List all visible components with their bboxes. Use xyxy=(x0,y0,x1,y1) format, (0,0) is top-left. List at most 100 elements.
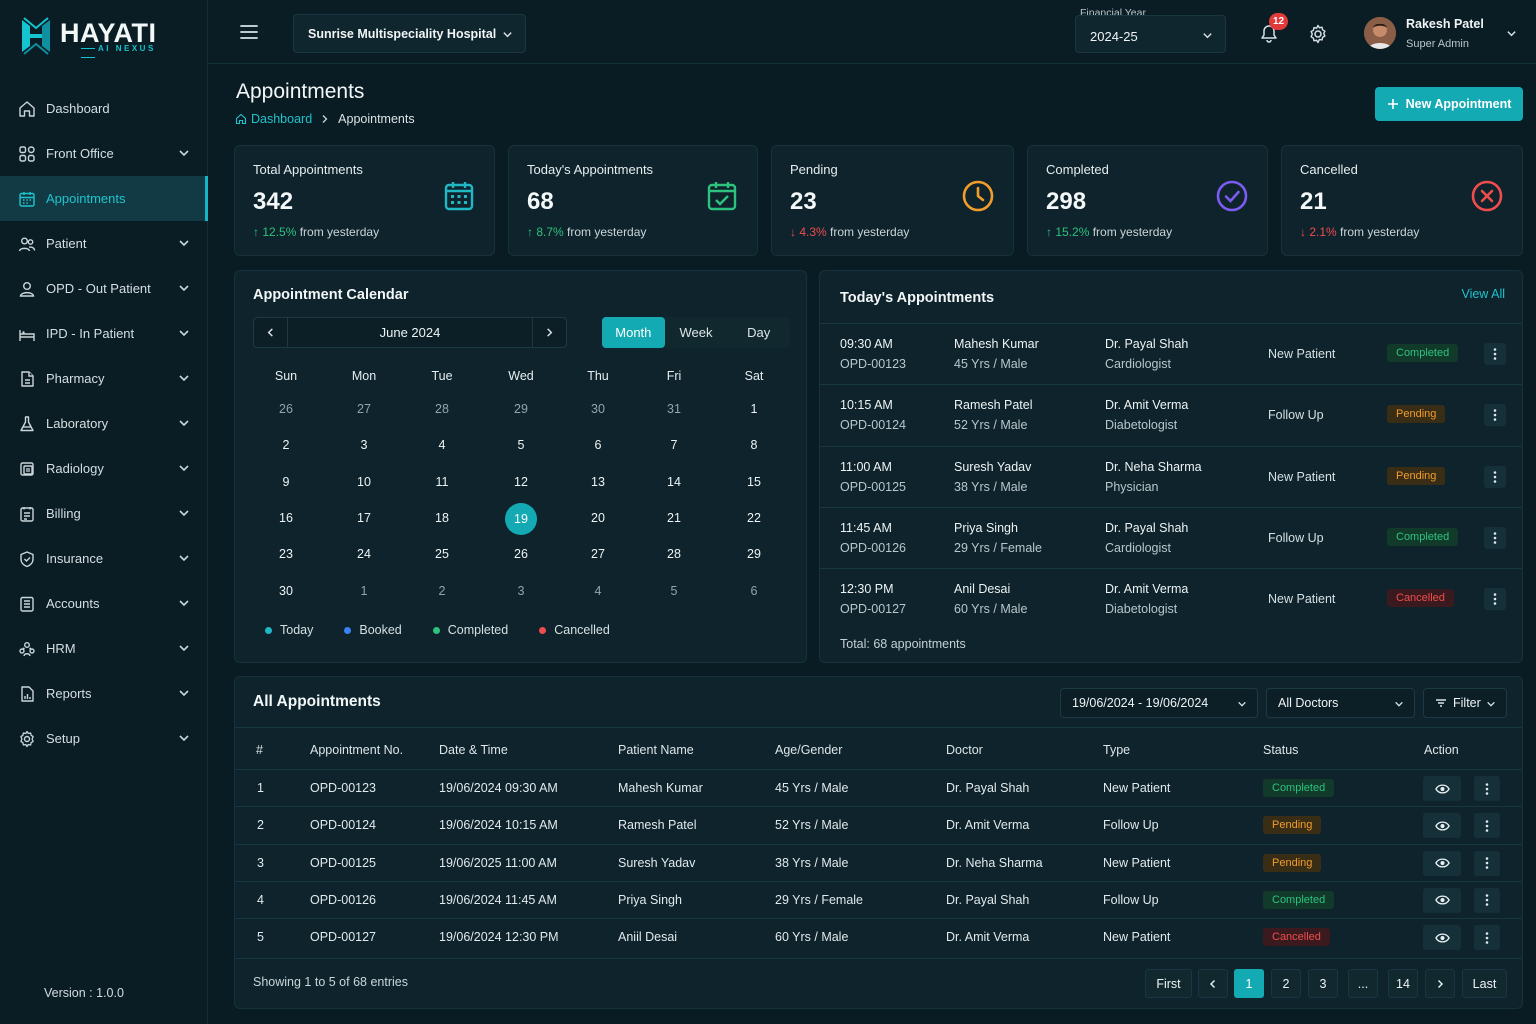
calendar-day[interactable]: 28 xyxy=(412,402,472,416)
more-options-icon[interactable] xyxy=(1484,343,1506,365)
view-eye-icon[interactable] xyxy=(1423,887,1461,913)
calendar-day[interactable]: 17 xyxy=(334,511,394,525)
today-appointment-row[interactable]: 12:30 PM OPD-00127 Anil Desai 60 Yrs / Male… xyxy=(820,568,1522,629)
calendar-day[interactable]: 27 xyxy=(568,547,628,561)
calendar-day[interactable]: 20 xyxy=(568,511,628,525)
pager-page-2[interactable]: 2 xyxy=(1271,969,1301,998)
calendar-day[interactable]: 3 xyxy=(491,584,551,598)
calendar-day[interactable]: 2 xyxy=(412,584,472,598)
calendar-day[interactable]: 30 xyxy=(256,584,316,598)
breadcrumb-home-link[interactable]: Dashboard xyxy=(251,112,313,126)
calendar-day[interactable]: 1 xyxy=(334,584,394,598)
calendar-day[interactable]: 25 xyxy=(412,547,472,561)
view-month-button[interactable]: Month xyxy=(602,317,665,348)
pager-prev-button[interactable] xyxy=(1198,969,1228,998)
calendar-day[interactable]: 12 xyxy=(491,475,551,489)
today-appointment-row[interactable]: 11:00 AM OPD-00125 Suresh Yadav 38 Yrs / Ma… xyxy=(820,445,1522,507)
calendar-day[interactable]: 3 xyxy=(334,438,394,452)
calendar-next-button[interactable] xyxy=(532,318,566,347)
today-appointment-row[interactable]: 10:15 AM OPD-00124 Ramesh Patel 52 Yrs / Ma… xyxy=(820,384,1522,445)
calendar-day[interactable]: 13 xyxy=(568,475,628,489)
sidebar-item-insurance[interactable]: Insurance xyxy=(0,536,208,581)
calendar-day[interactable]: 6 xyxy=(568,438,628,452)
pager-page-1[interactable]: 1 xyxy=(1234,969,1264,998)
sidebar-item-billing[interactable]: Billing xyxy=(0,491,208,536)
calendar-day[interactable]: 4 xyxy=(412,438,472,452)
view-all-link[interactable]: View All xyxy=(1461,287,1505,301)
sidebar-item-laboratory[interactable]: Laboratory xyxy=(0,401,208,446)
calendar-day[interactable]: 21 xyxy=(644,511,704,525)
more-options-icon[interactable] xyxy=(1484,465,1506,488)
sidebar-item-patient[interactable]: Patient xyxy=(0,221,208,266)
calendar-day[interactable]: 30 xyxy=(568,402,628,416)
calendar-day[interactable]: 6 xyxy=(724,584,784,598)
filter-button[interactable]: Filter xyxy=(1423,688,1507,718)
pager-ellipsis[interactable]: ... xyxy=(1348,969,1378,998)
view-eye-icon[interactable] xyxy=(1423,850,1461,876)
sidebar-item-hrm[interactable]: HRM xyxy=(0,626,208,671)
sidebar-item-dashboard[interactable]: Dashboard xyxy=(0,86,208,131)
view-week-button[interactable]: Week xyxy=(679,325,713,340)
table-row[interactable]: 2 OPD-00124 19/06/2024 10:15 AM Ramesh Pate… xyxy=(235,806,1522,843)
calendar-day[interactable]: 2 xyxy=(256,438,316,452)
sidebar-item-appointments[interactable]: Appointments xyxy=(0,176,208,221)
calendar-day[interactable]: 5 xyxy=(491,438,551,452)
calendar-day[interactable]: 22 xyxy=(724,511,784,525)
pager-next-button[interactable] xyxy=(1425,969,1455,998)
menu-toggle-icon[interactable] xyxy=(240,24,258,40)
calendar-day[interactable]: 10 xyxy=(334,475,394,489)
more-options-icon[interactable] xyxy=(1484,526,1506,549)
calendar-day[interactable]: 4 xyxy=(568,584,628,598)
user-menu-chevron-icon[interactable] xyxy=(1506,28,1517,39)
calendar-day[interactable]: 24 xyxy=(334,547,394,561)
new-appointment-button[interactable]: New Appointment xyxy=(1375,87,1523,121)
calendar-day[interactable]: 15 xyxy=(724,475,784,489)
calendar-day[interactable]: 9 xyxy=(256,475,316,489)
brand-logo[interactable]: HAYATI AI NEXUS xyxy=(18,16,168,58)
calendar-prev-button[interactable] xyxy=(254,318,288,347)
pager-last-button[interactable]: Last xyxy=(1462,969,1507,998)
view-eye-icon[interactable] xyxy=(1423,925,1461,951)
sidebar-item-pharmacy[interactable]: Pharmacy xyxy=(0,356,208,401)
more-options-icon[interactable] xyxy=(1474,925,1500,951)
sidebar-item-radiology[interactable]: Radiology xyxy=(0,446,208,491)
today-appointment-row[interactable]: 11:45 AM OPD-00126 Priya Singh 29 Yrs / Fem… xyxy=(820,506,1522,568)
calendar-day[interactable]: 14 xyxy=(644,475,704,489)
calendar-day[interactable]: 31 xyxy=(644,402,704,416)
more-options-icon[interactable] xyxy=(1474,813,1500,839)
calendar-day[interactable]: 18 xyxy=(412,511,472,525)
table-row[interactable]: 1 OPD-00123 19/06/2024 09:30 AM Mahesh Kuma… xyxy=(235,769,1522,806)
today-appointment-row[interactable]: 09:30 AM OPD-00123 Mahesh Kumar 45 Yrs / Ma… xyxy=(820,323,1522,384)
sidebar-item-accounts[interactable]: Accounts xyxy=(0,581,208,626)
hospital-select[interactable]: Sunrise Multispeciality Hospital xyxy=(293,14,526,53)
more-options-icon[interactable] xyxy=(1484,588,1506,611)
calendar-day[interactable]: 29 xyxy=(491,402,551,416)
calendar-day-today[interactable]: 19 xyxy=(491,502,551,535)
sidebar-item-opd-out-patient[interactable]: OPD - Out Patient xyxy=(0,266,208,311)
user-avatar[interactable] xyxy=(1364,17,1396,49)
pager-page-14[interactable]: 14 xyxy=(1388,969,1418,998)
financial-year-select[interactable]: 2024-25 xyxy=(1075,15,1226,53)
date-range-select[interactable]: 19/06/2024 - 19/06/2024 xyxy=(1060,688,1258,718)
sidebar-item-reports[interactable]: Reports xyxy=(0,671,208,716)
calendar-day[interactable]: 7 xyxy=(644,438,704,452)
pager-page-3[interactable]: 3 xyxy=(1308,969,1338,998)
table-row[interactable]: 5 OPD-00127 19/06/2024 12:30 PM Aniil Desai… xyxy=(235,918,1522,955)
calendar-day[interactable]: 26 xyxy=(491,547,551,561)
calendar-day[interactable]: 16 xyxy=(256,511,316,525)
more-options-icon[interactable] xyxy=(1474,887,1500,913)
table-row[interactable]: 3 OPD-00125 19/06/2025 11:00 AM Suresh Yada… xyxy=(235,843,1522,881)
view-eye-icon[interactable] xyxy=(1423,813,1461,839)
calendar-day[interactable]: 23 xyxy=(256,547,316,561)
calendar-day[interactable]: 8 xyxy=(724,438,784,452)
pager-first-button[interactable]: First xyxy=(1145,969,1192,998)
calendar-day[interactable]: 26 xyxy=(256,402,316,416)
more-options-icon[interactable] xyxy=(1474,776,1500,801)
sidebar-item-ipd-in-patient[interactable]: IPD - In Patient xyxy=(0,311,208,356)
calendar-day[interactable]: 27 xyxy=(334,402,394,416)
more-options-icon[interactable] xyxy=(1474,850,1500,876)
settings-gear-icon[interactable] xyxy=(1308,24,1328,44)
calendar-day[interactable]: 28 xyxy=(644,547,704,561)
sidebar-item-front-office[interactable]: Front Office xyxy=(0,131,208,176)
calendar-day[interactable]: 1 xyxy=(724,402,784,416)
